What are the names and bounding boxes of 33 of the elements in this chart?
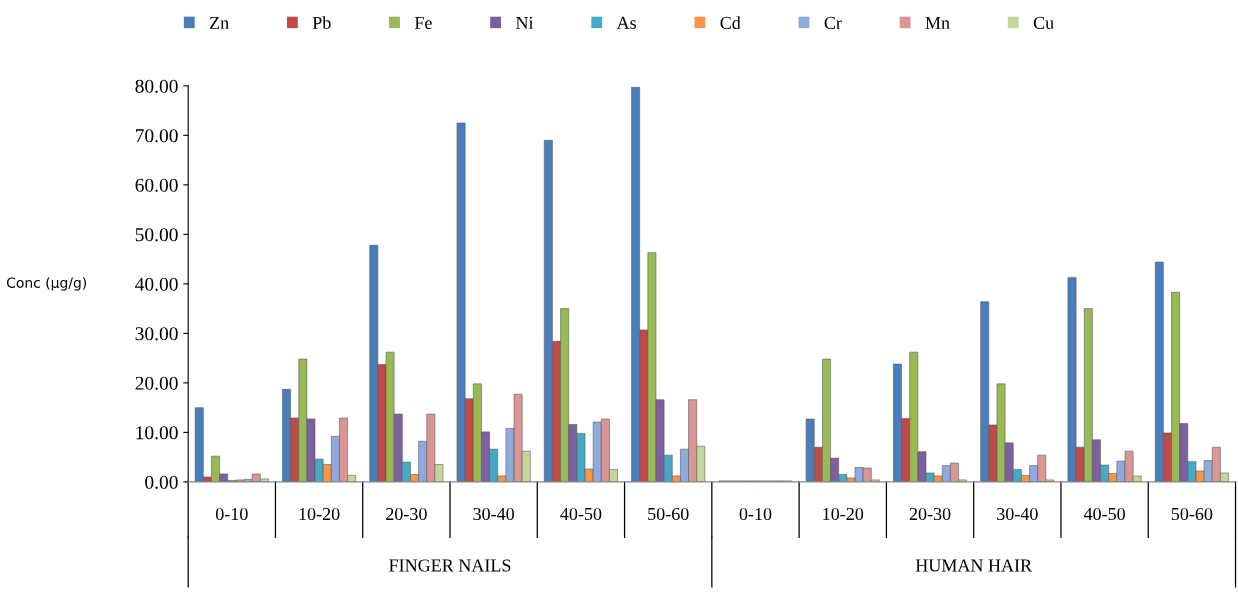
y-tick-label: 60.00 xyxy=(135,178,178,192)
legend-label: Cd xyxy=(720,16,741,29)
y-tick-label: 0.00 xyxy=(145,475,178,489)
legend-label: As xyxy=(616,16,636,29)
x-tick-label: 10-20 xyxy=(823,507,864,521)
y-tick-label: 40.00 xyxy=(135,277,178,291)
x-tick-label: 50-60 xyxy=(648,507,689,521)
x-tick-label: 30-40 xyxy=(997,507,1038,521)
x-tick-label: 30-40 xyxy=(473,507,515,521)
legend-label: Cr xyxy=(824,16,842,29)
y-tick-label: 10.00 xyxy=(136,426,178,440)
text: FINGER NAILS xyxy=(389,559,511,572)
y-tick-label: 30.00 xyxy=(135,327,178,341)
legend-label: Pb xyxy=(312,16,331,29)
y-tick-label: 50.00 xyxy=(135,228,178,242)
y-tick-label: 20.00 xyxy=(135,376,178,390)
x-tick-label: 0-10 xyxy=(739,507,772,521)
y-tick-label: 70.00 xyxy=(135,129,178,143)
x-tick-label: 40-50 xyxy=(1083,507,1125,521)
y-tick-label: 80.00 xyxy=(135,79,178,93)
legend-label: Cu xyxy=(1033,16,1054,29)
x-tick-label: 20-30 xyxy=(909,507,951,521)
x-tick-label: 0-10 xyxy=(215,507,248,521)
x-tick-label: 20-30 xyxy=(386,507,427,521)
text: HUMAN HAIR xyxy=(915,559,1033,572)
x-tick-label: 10-20 xyxy=(299,507,340,521)
x-tick-label: 50-60 xyxy=(1171,507,1213,521)
legend-label: Ni xyxy=(515,16,534,29)
y-axis-title: Conc (µg/g) xyxy=(6,277,87,291)
x-tick-label: 40-50 xyxy=(560,507,602,521)
legend-label: Fe xyxy=(414,16,432,29)
legend-label: Mn xyxy=(925,16,950,29)
legend-label: Zn xyxy=(209,16,229,29)
